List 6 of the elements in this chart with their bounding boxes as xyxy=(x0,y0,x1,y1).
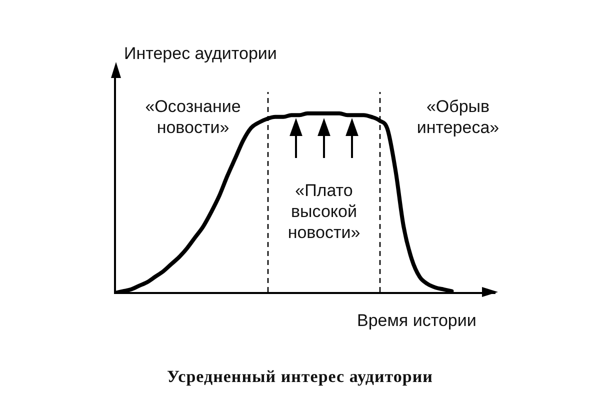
y-axis-title: Интерес аудитории xyxy=(124,44,277,64)
annotation: «Обрыв интереса» xyxy=(416,96,500,138)
annotation: «Осознание новости» xyxy=(144,96,242,138)
annotation: «Плато высокой новости» xyxy=(286,180,362,243)
text: Усредненный интерес аудитории xyxy=(166,367,434,387)
x-axis-title: Время истории xyxy=(357,311,476,331)
